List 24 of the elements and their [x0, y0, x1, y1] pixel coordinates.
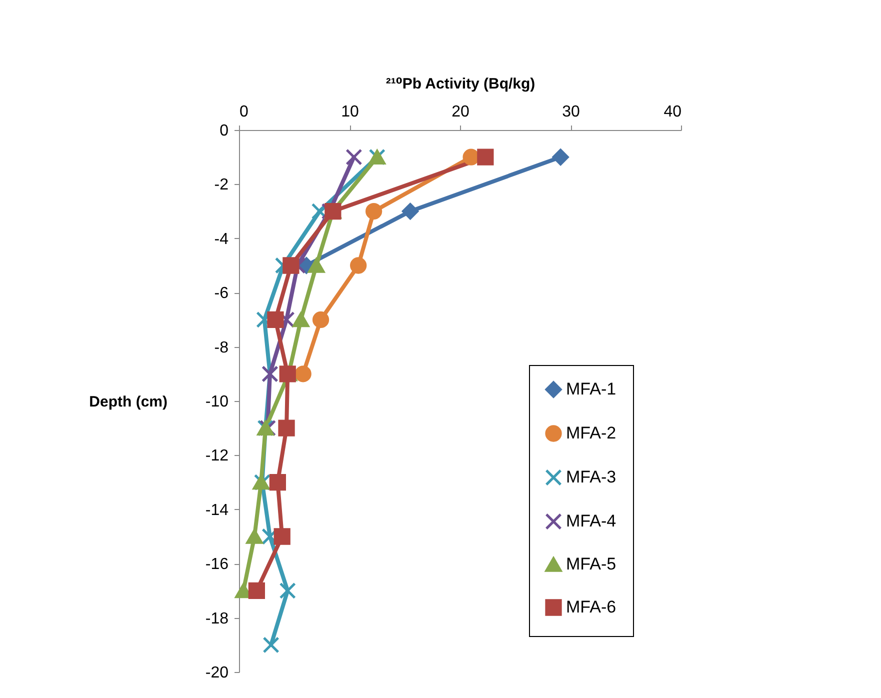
- y-tick-label: -8: [214, 339, 229, 356]
- legend-label: MFA-3: [566, 468, 616, 486]
- y-tick-label: -20: [205, 664, 229, 682]
- y-tick-label: -2: [214, 176, 229, 194]
- x-axis-title: ²¹⁰Pb Activity (Bq/kg): [386, 76, 536, 92]
- legend-label: MFA-2: [566, 424, 616, 442]
- y-tick-label: -12: [205, 448, 229, 465]
- x-tick-label: 30: [562, 104, 580, 120]
- x-tick-label: 20: [452, 104, 470, 120]
- x-tick-label: 40: [664, 104, 682, 120]
- x-tick-label: 0: [240, 104, 248, 120]
- legend-label: MFA-6: [566, 598, 616, 616]
- y-tick-label: -16: [205, 556, 229, 574]
- legend-label: MFA-4: [566, 512, 616, 530]
- y-tick-label: -18: [205, 610, 229, 628]
- y-tick-label: -6: [214, 285, 229, 302]
- y-tick-label: -4: [214, 230, 229, 248]
- y-tick-label: -10: [205, 394, 229, 410]
- x-tick-label: 10: [341, 104, 359, 120]
- legend-label: MFA-1: [566, 380, 616, 398]
- y-tick-label: 0: [220, 122, 229, 140]
- legend-label: MFA-5: [566, 554, 616, 574]
- y-tick-label: -14: [205, 502, 229, 519]
- y-axis-title: Depth (cm): [89, 394, 168, 410]
